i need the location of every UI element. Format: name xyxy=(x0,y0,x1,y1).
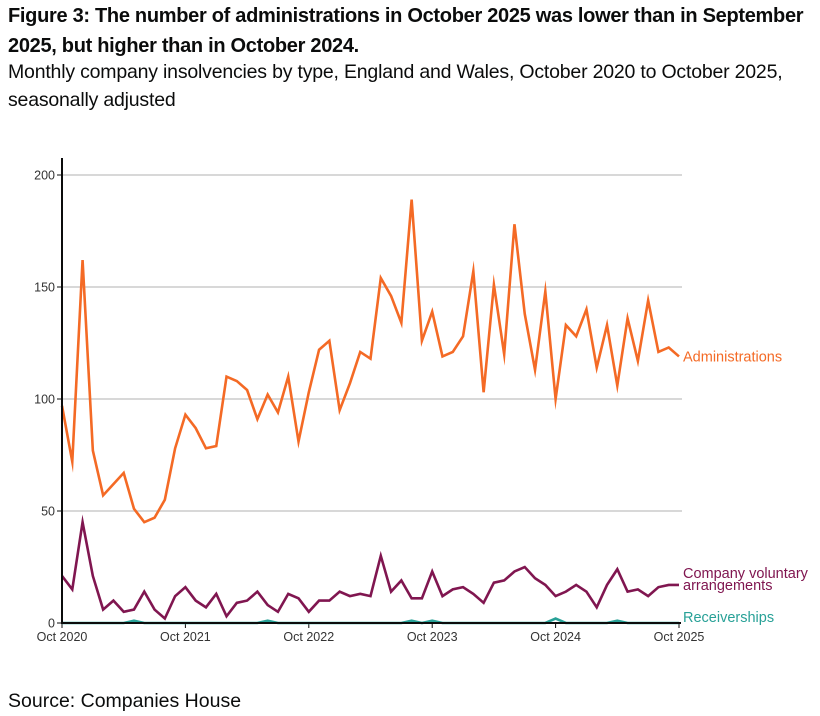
series-label-cva-line1: Company voluntary xyxy=(683,566,809,582)
chart-subtitle: Monthly company insolvencies by type, En… xyxy=(8,61,783,111)
series-label-administrations: Administrations xyxy=(683,349,782,365)
y-tick-label: 0 xyxy=(48,617,55,631)
administrations-line xyxy=(60,199,680,524)
x-tick-label: Oct 2022 xyxy=(283,630,334,644)
series-label-receiverships: Receiverships xyxy=(683,610,774,626)
source-note: Source: Companies House xyxy=(8,690,242,712)
x-tick-label: Oct 2023 xyxy=(407,630,458,644)
x-tick-label: Oct 2020 xyxy=(37,630,88,644)
x-tick-label: Oct 2025 xyxy=(654,630,705,644)
series-label-cva-line2: arrangements xyxy=(683,578,772,594)
y-tick-label: 150 xyxy=(34,281,55,295)
y-tick-label: 50 xyxy=(41,505,55,519)
chart-title: Figure 3: The number of administrations … xyxy=(8,5,804,57)
x-tick-label: Oct 2024 xyxy=(530,630,581,644)
x-axis-ticks: Oct 2020 Oct 2021 Oct 2022 Oct 2023 Oct 2024… xyxy=(37,623,705,644)
x-tick-label: Oct 2021 xyxy=(160,630,211,644)
y-tick-label: 100 xyxy=(34,393,55,407)
gridlines xyxy=(62,174,682,512)
series-labels: Administrations Company voluntary arrang… xyxy=(683,349,809,626)
y-tick-label: 200 xyxy=(34,169,55,183)
series-lines xyxy=(60,199,680,625)
cva-line xyxy=(60,514,679,621)
y-axis-ticks: 0 50 100 150 200 xyxy=(34,169,62,631)
